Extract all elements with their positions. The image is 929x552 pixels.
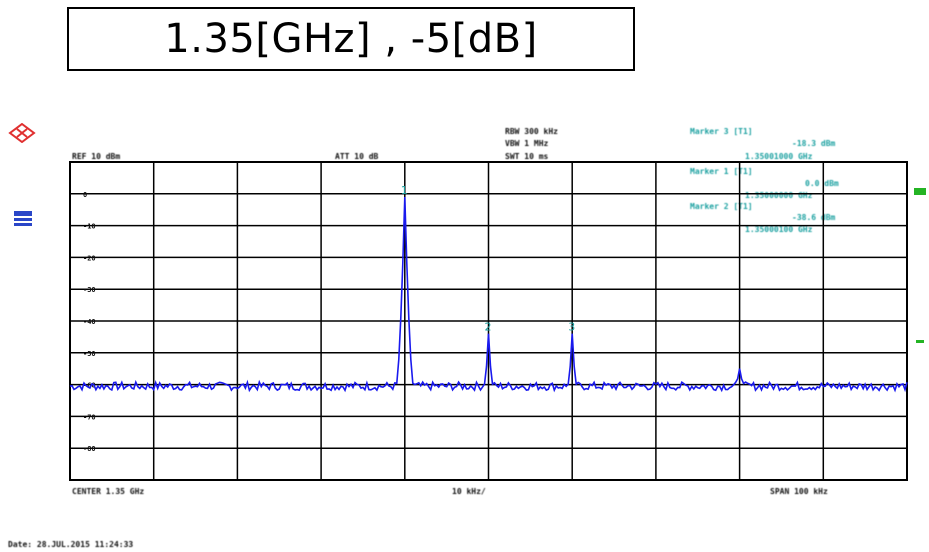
- marker-1-label: 1: [401, 184, 408, 197]
- y-tick-label: -50: [83, 350, 96, 358]
- marker-3-label: 3: [568, 321, 575, 334]
- span-readout: SPAN 100 kHz: [770, 487, 828, 496]
- y-tick-label: -70: [83, 413, 96, 421]
- y-tick-label: 0: [83, 191, 87, 199]
- y-tick-label: -20: [83, 254, 96, 262]
- marker-2-freq: 1.35000100 GHz: [745, 225, 813, 234]
- marker-3-freq: 1.35001000 GHz: [745, 152, 813, 161]
- marker-2-label: Marker 2 [T1]: [690, 202, 753, 211]
- vbw-readout: VBW 1 MHz: [505, 139, 549, 148]
- y-tick-label: -40: [83, 318, 96, 326]
- date-readout: Date: 28.JUL.2015 11:24:33: [8, 540, 134, 549]
- marker-3-label: Marker 3 [T1]: [690, 127, 753, 136]
- center-frequency-readout: CENTER 1.35 GHz: [72, 487, 145, 496]
- swt-readout: SWT 10 ms: [505, 152, 549, 161]
- marker-2-label: 2: [485, 321, 492, 334]
- side-marker-icon: [914, 188, 926, 195]
- marker-1-level: 0.0 dBm: [805, 179, 839, 188]
- rohde-schwarz-logo-icon: [8, 123, 36, 143]
- attenuation-readout: ATT 10 dB: [335, 152, 379, 161]
- marker-3-level: -18.3 dBm: [792, 139, 836, 148]
- marker-2-level: -38.6 dBm: [792, 213, 836, 222]
- trace-label-icon: [14, 211, 32, 226]
- division-readout: 10 kHz/: [452, 487, 486, 496]
- marker-1-freq: 1.35000000 GHz: [745, 191, 813, 200]
- marker-1-label: Marker 1 [T1]: [690, 167, 753, 176]
- chart-title: 1.35[GHz] , -5[dB]: [67, 7, 635, 71]
- rbw-readout: RBW 300 kHz: [505, 127, 558, 136]
- y-tick-label: -60: [83, 382, 96, 390]
- y-tick-label: -80: [83, 445, 96, 453]
- y-tick-label: -10: [83, 223, 96, 231]
- y-tick-label: -30: [83, 286, 96, 294]
- spectrum-trace: [69, 196, 908, 393]
- side-marker-icon: [916, 340, 924, 343]
- ref-level-readout: REF 10 dBm: [72, 152, 121, 161]
